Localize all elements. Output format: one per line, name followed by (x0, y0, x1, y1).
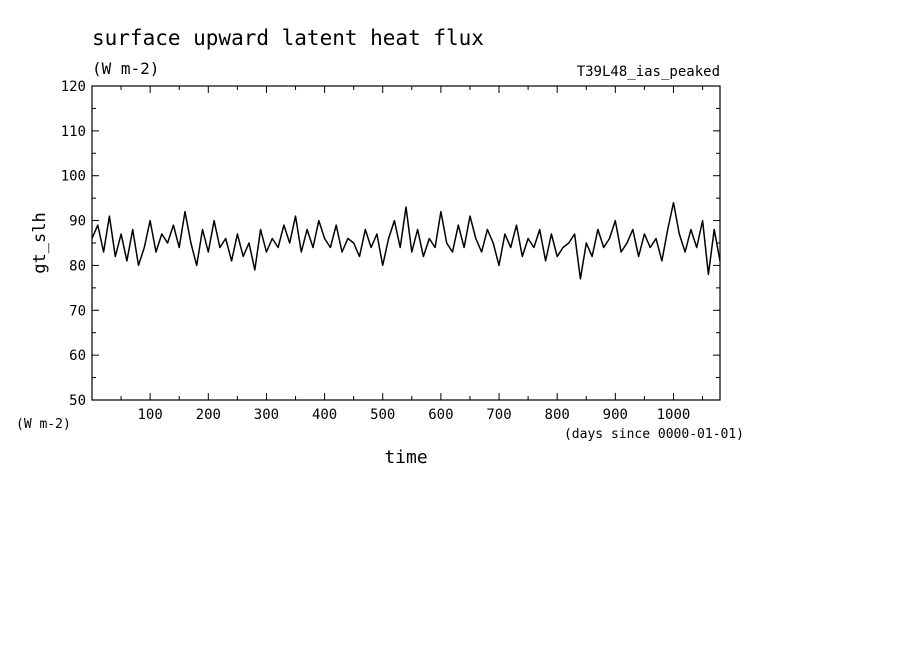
x-tick-label: 200 (196, 407, 221, 423)
y-axis-ticks: 50 60 70 80 90 100 110 120 (61, 79, 720, 409)
x-tick-label: 500 (370, 407, 395, 423)
y-tick-label: 100 (61, 169, 86, 185)
run-label: T39L48_ias_peaked (577, 64, 720, 80)
x-axis-label: time (384, 447, 427, 468)
x-tick-label: 600 (428, 407, 453, 423)
y-axis-units: (W m-2) (16, 417, 71, 432)
series-group (91, 201, 721, 280)
y-tick-label: 120 (61, 79, 86, 95)
y-tick-label: 110 (61, 124, 86, 140)
y-tick-label: 60 (69, 348, 86, 364)
title-units: (W m-2) (92, 59, 159, 78)
x-tick-label: 700 (486, 407, 511, 423)
y-tick-label: 90 (69, 214, 86, 230)
y-tick-label: 50 (69, 393, 86, 409)
y-axis-label: gt_slh (30, 212, 50, 273)
x-tick-label: 100 (137, 407, 162, 423)
y-tick-label: 70 (69, 303, 86, 319)
x-tick-label: 400 (312, 407, 337, 423)
series-line (91, 201, 721, 280)
x-tick-label: 300 (254, 407, 279, 423)
chart-title: surface upward latent heat flux (92, 26, 484, 50)
x-tick-label: 900 (603, 407, 628, 423)
x-axis-units: (days since 0000-01-01) (564, 427, 744, 442)
y-tick-label: 80 (69, 258, 86, 274)
x-axis-ticks: 100 200 300 400 500 600 700 800 900 1000 (120, 86, 704, 423)
plot-frame (91, 85, 721, 401)
x-tick-label: 800 (545, 407, 570, 423)
x-tick-label: 1000 (657, 407, 691, 423)
